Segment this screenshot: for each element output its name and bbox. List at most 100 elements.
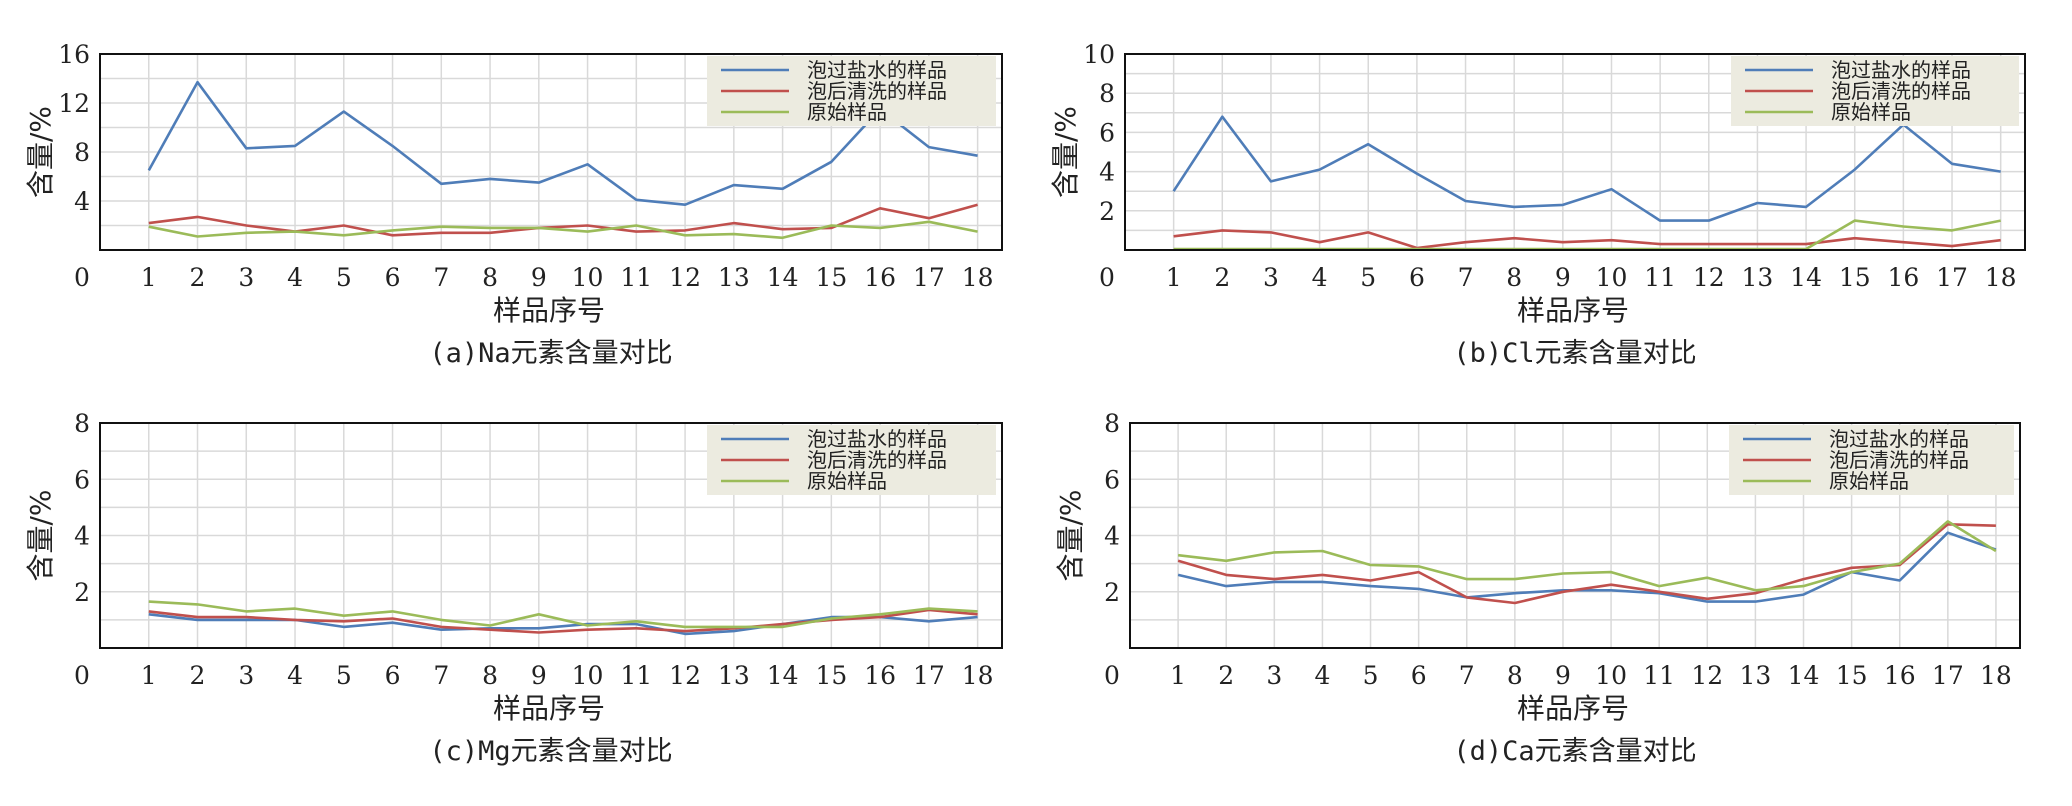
x-tick-label: 4 xyxy=(1312,263,1328,292)
legend-label: 原始样品 xyxy=(807,469,887,493)
x-tick-label: 4 xyxy=(287,661,303,690)
y-tick-label: 8 xyxy=(1099,79,1115,108)
y-tick-label: 2 xyxy=(74,578,90,607)
legend-label: 原始样品 xyxy=(807,100,887,124)
x-tick-label: 7 xyxy=(1459,661,1475,690)
x-tick-label: 3 xyxy=(238,263,254,292)
x-tick-label: 12 xyxy=(669,661,701,690)
y-tick-label: 4 xyxy=(1099,158,1115,187)
legend-label: 泡过盐水的样品 xyxy=(807,427,947,451)
x-tick-label: 2 xyxy=(1214,263,1230,292)
x-tick-label: 10 xyxy=(1596,263,1628,292)
x-tick-label: 13 xyxy=(718,263,750,292)
x-tick-label: 16 xyxy=(1884,661,1916,690)
legend-label: 泡过盐水的样品 xyxy=(1829,427,1969,451)
series-line-3 xyxy=(1177,520,1997,592)
x-tick-label: 15 xyxy=(1839,263,1871,292)
x-tick-label: 5 xyxy=(336,263,352,292)
x-tick-label: 18 xyxy=(1985,263,2017,292)
x-tick-label: 3 xyxy=(1263,263,1279,292)
legend-entry: 泡过盐水的样品 xyxy=(1743,427,1969,451)
x-tick-label: 5 xyxy=(1360,263,1376,292)
x-tick-label: 18 xyxy=(1980,661,2012,690)
y-tick-label: 10 xyxy=(1083,40,1115,69)
series-line-2 xyxy=(1177,522,1996,605)
x-tick-label: 8 xyxy=(482,263,498,292)
x-tick-label: 5 xyxy=(1363,661,1379,690)
y-tick-labels: 2 4 6 8 10 xyxy=(1083,40,1115,226)
x-tick-label: 1 xyxy=(1166,263,1182,292)
x-origin-label: 0 xyxy=(1099,263,1115,292)
y-tick-label: 8 xyxy=(74,138,90,167)
chart-caption: (c)Mg元素含量对比 xyxy=(429,736,672,767)
x-tick-label: 15 xyxy=(1836,661,1868,690)
y-tick-label: 6 xyxy=(1104,465,1120,494)
legend-entry: 原始样品 xyxy=(721,100,887,124)
legend-entry: 泡后清洗的样品 xyxy=(721,448,947,472)
x-tick-label: 15 xyxy=(815,661,847,690)
legend: 泡过盐水的样品 泡后清洗的样品 原始样品 xyxy=(1729,425,2014,495)
x-tick-label: 16 xyxy=(864,661,896,690)
y-axis-title: 含量/% xyxy=(24,106,57,198)
x-tick-label: 17 xyxy=(913,661,945,690)
plot-frame xyxy=(99,422,1003,649)
legend-entry: 泡过盐水的样品 xyxy=(721,427,947,451)
x-tick-label: 13 xyxy=(1739,661,1771,690)
x-tick-label: 17 xyxy=(1936,263,1968,292)
x-tick-labels: 1 2 3 4 5 6 7 8 9 10 11 12 13 14 15 16 17 18 xyxy=(1166,263,2017,292)
series-lines xyxy=(1172,115,2001,251)
grid-lines xyxy=(100,423,1002,648)
x-tick-label: 11 xyxy=(1644,263,1676,292)
x-tick-label: 6 xyxy=(385,263,401,292)
legend-entry: 泡后清洗的样品 xyxy=(1745,79,1971,103)
legend: 泡过盐水的样品 泡后清洗的样品 原始样品 xyxy=(707,56,996,126)
legend-label: 泡过盐水的样品 xyxy=(1831,58,1971,82)
x-origin-label: 0 xyxy=(1104,661,1120,690)
x-tick-labels: 1 2 3 4 5 6 7 8 9 10 11 12 13 14 15 16 17 18 xyxy=(1170,661,2012,690)
x-tick-label: 2 xyxy=(1218,661,1234,690)
y-tick-label: 4 xyxy=(1104,522,1120,551)
legend-label: 原始样品 xyxy=(1831,100,1911,124)
x-tick-label: 9 xyxy=(1555,661,1571,690)
legend-entry: 原始样品 xyxy=(1743,469,1909,493)
legend-label: 泡过盐水的样品 xyxy=(807,58,947,82)
x-tick-labels: 1 2 3 4 5 6 7 8 9 10 11 12 13 14 15 16 17 18 xyxy=(141,661,994,690)
legend-label: 泡后清洗的样品 xyxy=(807,448,947,472)
x-tick-label: 8 xyxy=(1506,263,1522,292)
y-tick-label: 2 xyxy=(1104,578,1120,607)
legend-label: 泡后清洗的样品 xyxy=(1829,448,1969,472)
x-tick-label: 12 xyxy=(669,263,701,292)
plot-frame xyxy=(99,53,1003,251)
y-tick-label: 6 xyxy=(1099,118,1115,147)
series-line-1 xyxy=(1172,115,2001,222)
x-tick-label: 14 xyxy=(1790,263,1822,292)
plot-frame xyxy=(1124,53,2026,251)
y-tick-label: 12 xyxy=(58,89,90,118)
series-lines xyxy=(148,600,978,636)
x-tick-label: 13 xyxy=(718,661,750,690)
chart-caption: (b)Cl元素含量对比 xyxy=(1453,338,1696,369)
x-tick-label: 9 xyxy=(1555,263,1571,292)
legend-entry: 泡过盐水的样品 xyxy=(1745,58,1971,82)
legend-entry: 原始样品 xyxy=(721,469,887,493)
x-tick-label: 11 xyxy=(1643,661,1675,690)
x-origin-label: 0 xyxy=(74,661,90,690)
y-tick-label: 6 xyxy=(74,465,90,494)
x-tick-label: 18 xyxy=(962,263,994,292)
series-line-1 xyxy=(1177,531,1997,603)
x-tick-label: 7 xyxy=(1458,263,1474,292)
grid-lines xyxy=(1130,423,2020,648)
chart-caption: (d)Ca元素含量对比 xyxy=(1453,736,1696,767)
x-tick-label: 2 xyxy=(190,263,206,292)
chart-caption: (a)Na元素含量对比 xyxy=(429,338,672,369)
x-tick-label: 5 xyxy=(336,661,352,690)
legend-entry: 泡过盐水的样品 xyxy=(721,58,947,82)
x-tick-label: 10 xyxy=(1595,661,1627,690)
x-tick-label: 4 xyxy=(1314,661,1330,690)
x-tick-label: 1 xyxy=(141,263,157,292)
x-tick-label: 9 xyxy=(531,661,547,690)
x-tick-label: 17 xyxy=(1932,661,1964,690)
x-origin-label: 0 xyxy=(74,263,90,292)
